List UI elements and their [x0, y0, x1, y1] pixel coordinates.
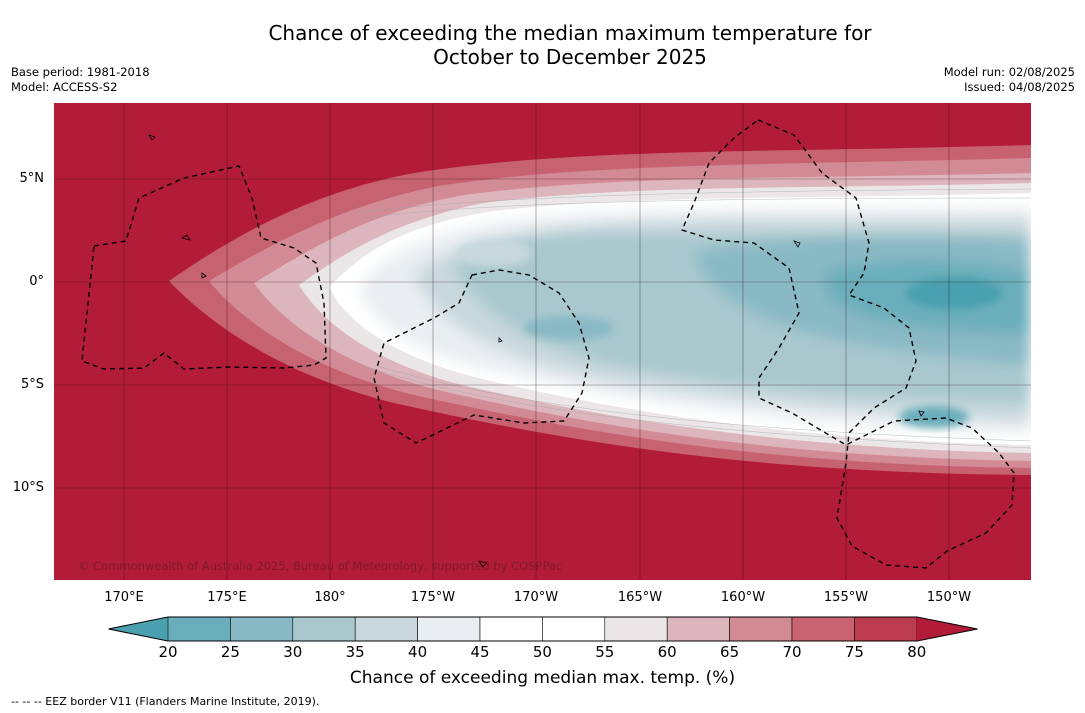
contour-line-north-1 — [353, 188, 1031, 214]
colorbar-tick-label: 70 — [782, 643, 802, 661]
shade-core-low — [906, 277, 1002, 309]
shade-patch-west — [456, 239, 532, 267]
island-7 — [478, 560, 488, 568]
colorbar-segment — [354, 616, 418, 642]
meta-left: Base period: 1981-2018 Model: ACCESS-S2 — [11, 65, 150, 95]
cool-patches — [359, 208, 1031, 433]
lon-label-165w: 165°W — [617, 590, 663, 605]
lon-label-175e: 175°E — [207, 590, 247, 605]
colorbar-tick-label: 60 — [657, 643, 677, 661]
colorbar-segment — [230, 616, 294, 642]
colorbar-segment — [167, 616, 231, 642]
colorbar-tick-label: 25 — [220, 643, 240, 661]
base-period: Base period: 1981-2018 — [11, 65, 150, 79]
eez-borders — [81, 119, 1015, 569]
map-svg — [54, 103, 1031, 580]
colorbar-segment — [417, 616, 481, 642]
colorbar-tick-label: 50 — [532, 643, 552, 661]
colorbar-segment — [666, 616, 730, 642]
island-3 — [201, 272, 207, 279]
lon-label-155w: 155°W — [823, 590, 869, 605]
contour-lines — [353, 188, 1031, 449]
map-panel — [54, 103, 1031, 580]
colorbar-extend-high — [916, 617, 978, 641]
eez-border-kiribati-gilbert — [81, 165, 327, 370]
contour-line-south-1 — [353, 362, 1031, 449]
shade-patch-mid — [524, 316, 614, 340]
shade-core-south — [899, 406, 969, 428]
contour-line-north-2 — [363, 197, 1031, 219]
colorbar-tick-label: 55 — [595, 643, 615, 661]
eez-footnote: -- -- -- EEZ border V11 (Flanders Marine… — [11, 695, 320, 708]
colorbar-tick-label: 45 — [470, 643, 490, 661]
colorbar-tick-label: 80 — [907, 643, 927, 661]
colorbar-segment — [854, 616, 918, 642]
model-run: Model run: 02/08/2025 — [943, 65, 1075, 79]
colorbar-segment — [604, 616, 668, 642]
lon-label-180: 180° — [314, 590, 346, 605]
islands — [148, 134, 925, 568]
contour-line-south-2 — [373, 364, 1031, 442]
eez-border-tokelau — [373, 269, 590, 444]
meta-right: Model run: 02/08/2025 Issued: 04/08/2025 — [944, 65, 1075, 95]
island-5 — [498, 337, 503, 343]
colorbar-outline — [108, 616, 978, 642]
eez-border-line-islands — [681, 119, 1015, 569]
island-4 — [793, 240, 801, 248]
graticule — [54, 103, 1031, 580]
island-1 — [148, 134, 156, 141]
colorbar-tick-label: 30 — [283, 643, 303, 661]
colorbar-tick-label: 65 — [720, 643, 740, 661]
title-line-2: October to December 2025 — [433, 45, 707, 69]
copyright-notice: © Commonwealth of Australia 2025, Bureau… — [78, 559, 563, 573]
island-2 — [180, 234, 191, 241]
colorbar-tick-label: 40 — [408, 643, 428, 661]
colorbar-segments — [108, 616, 978, 642]
colorbar-tick-label: 35 — [345, 643, 365, 661]
lon-label-175w: 175°W — [410, 590, 456, 605]
title-line-1: Chance of exceeding the median maximum t… — [268, 21, 872, 45]
colorbar-segment — [479, 616, 543, 642]
lat-label-0: 0° — [29, 274, 44, 289]
map-title: Chance of exceeding the median maximum t… — [0, 21, 1085, 69]
colorbar-segment — [542, 616, 606, 642]
lon-label-150w: 150°W — [926, 590, 972, 605]
lon-label-170w: 170°W — [513, 590, 559, 605]
colorbar-tick-label: 20 — [158, 643, 178, 661]
island-6 — [918, 410, 925, 417]
colorbar-segment — [791, 616, 855, 642]
colorbar-segment — [292, 616, 356, 642]
colorbar-label: Chance of exceeding median max. temp. (%… — [349, 668, 736, 688]
lat-label-5n: 5°N — [19, 171, 45, 186]
colorbar-segment — [729, 616, 793, 642]
colorbar — [108, 616, 978, 642]
colorbar-extend-low — [108, 617, 168, 641]
lat-label-5s: 5°S — [20, 377, 44, 392]
lon-label-170e: 170°E — [104, 590, 144, 605]
lon-label-160w: 160°W — [720, 590, 766, 605]
model-name: Model: ACCESS-S2 — [11, 80, 118, 94]
colorbar-tick-label: 75 — [844, 643, 864, 661]
lat-label-10s: 10°S — [12, 480, 44, 495]
issued-date: Issued: 04/08/2025 — [964, 80, 1075, 94]
